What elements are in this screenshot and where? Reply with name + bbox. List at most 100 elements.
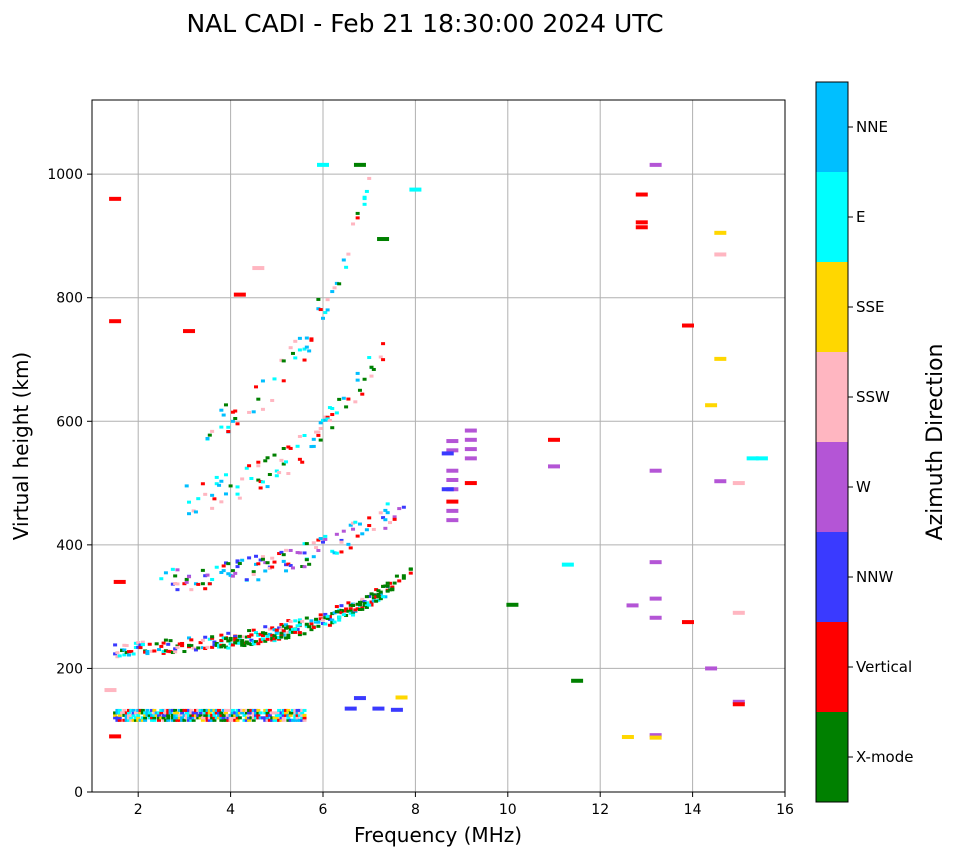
- echo-point: [159, 716, 164, 720]
- echo-point: [217, 713, 222, 717]
- echo-point: [714, 479, 727, 484]
- echo-point: [649, 733, 662, 738]
- echo-point: [309, 622, 314, 626]
- echo-point: [203, 708, 208, 712]
- echo-point: [295, 444, 300, 448]
- echo-point: [189, 711, 194, 715]
- echo-point: [330, 426, 335, 430]
- y-tick-label: 200: [56, 661, 83, 677]
- echo-point: [286, 630, 291, 634]
- colorbar-segment: [816, 442, 848, 532]
- echo-point: [270, 633, 275, 637]
- echo-point: [341, 258, 346, 262]
- echo-point: [446, 477, 459, 482]
- echo-point: [200, 646, 205, 650]
- echo-point: [353, 608, 358, 612]
- echo-point: [124, 716, 129, 720]
- echo-point: [219, 571, 224, 575]
- echo-point: [286, 633, 291, 637]
- echo-point: [180, 708, 185, 712]
- echo-point: [446, 508, 459, 513]
- echo-point: [180, 644, 185, 648]
- echo-point: [233, 637, 238, 641]
- echo-point: [297, 631, 302, 635]
- echo-point: [321, 540, 325, 544]
- echo-point: [254, 554, 259, 558]
- echo-point: [223, 473, 228, 477]
- echo-point: [274, 474, 279, 478]
- echo-point: [321, 316, 325, 320]
- echo-point: [210, 506, 215, 510]
- echo-point: [302, 347, 307, 351]
- echo-point: [117, 718, 122, 722]
- echo-point: [256, 716, 261, 720]
- y-tick-label: 400: [56, 538, 83, 554]
- echo-point: [284, 623, 289, 627]
- echo-point: [256, 633, 261, 637]
- echo-point: [295, 718, 300, 722]
- echo-point: [244, 640, 249, 644]
- echo-point: [314, 617, 319, 621]
- echo-point: [251, 642, 256, 646]
- echo-point: [300, 713, 305, 717]
- echo-point: [210, 716, 215, 720]
- echo-point: [325, 415, 330, 419]
- echo-point: [205, 573, 210, 577]
- echo-point: [649, 560, 662, 565]
- echo-point: [378, 596, 383, 600]
- echo-point: [272, 716, 277, 720]
- echo-point: [161, 716, 166, 720]
- echo-point: [152, 711, 157, 715]
- echo-point: [351, 603, 356, 607]
- echo-point: [357, 600, 362, 604]
- echo-point: [244, 635, 249, 639]
- echo-point: [341, 609, 346, 613]
- echo-point: [251, 716, 256, 720]
- echo-point: [323, 311, 328, 315]
- x-axis-ticks: 2 4 6 8 10 12 14 16: [134, 792, 794, 818]
- echo-point: [288, 625, 293, 629]
- echo-point: [200, 718, 205, 722]
- x-tick-label: 2: [134, 802, 143, 818]
- echo-point: [219, 638, 224, 642]
- echo-point: [381, 516, 386, 520]
- echo-point: [175, 718, 180, 722]
- echo-point: [237, 716, 242, 720]
- echo-point: [163, 708, 168, 712]
- echo-point: [221, 569, 226, 573]
- echo-point: [337, 618, 342, 622]
- echo-point: [649, 735, 662, 740]
- echo-point: [117, 716, 122, 720]
- echo-point: [265, 637, 270, 641]
- echo-point: [714, 356, 727, 361]
- echo-point: [256, 464, 261, 468]
- echo-point: [210, 493, 215, 497]
- echo-point: [187, 512, 192, 516]
- echo-point: [154, 711, 159, 715]
- echo-point: [256, 478, 261, 482]
- colorbar: X-mode Vertical NNW W SSW SSE E NNE: [815, 81, 913, 803]
- echo-point: [207, 433, 212, 437]
- echo-point: [187, 713, 192, 717]
- echo-point: [187, 711, 192, 715]
- echo-point: [115, 711, 120, 715]
- echo-point: [226, 713, 231, 717]
- echo-point: [173, 713, 178, 717]
- echo-point: [330, 618, 335, 622]
- echo-point: [150, 708, 155, 712]
- echo-point: [136, 716, 141, 720]
- echo-point: [217, 483, 222, 487]
- echo-point: [173, 650, 178, 654]
- echo-point: [395, 695, 408, 700]
- echo-point: [180, 716, 185, 720]
- echo-point: [464, 437, 477, 442]
- echo-point: [362, 600, 367, 604]
- echo-point: [346, 609, 351, 613]
- echo-point: [170, 718, 175, 722]
- echo-point: [297, 457, 302, 461]
- echo-point: [316, 624, 321, 628]
- echo-point: [304, 624, 309, 628]
- echo-point: [154, 713, 159, 717]
- echo-point: [156, 716, 161, 720]
- echo-point: [221, 718, 226, 722]
